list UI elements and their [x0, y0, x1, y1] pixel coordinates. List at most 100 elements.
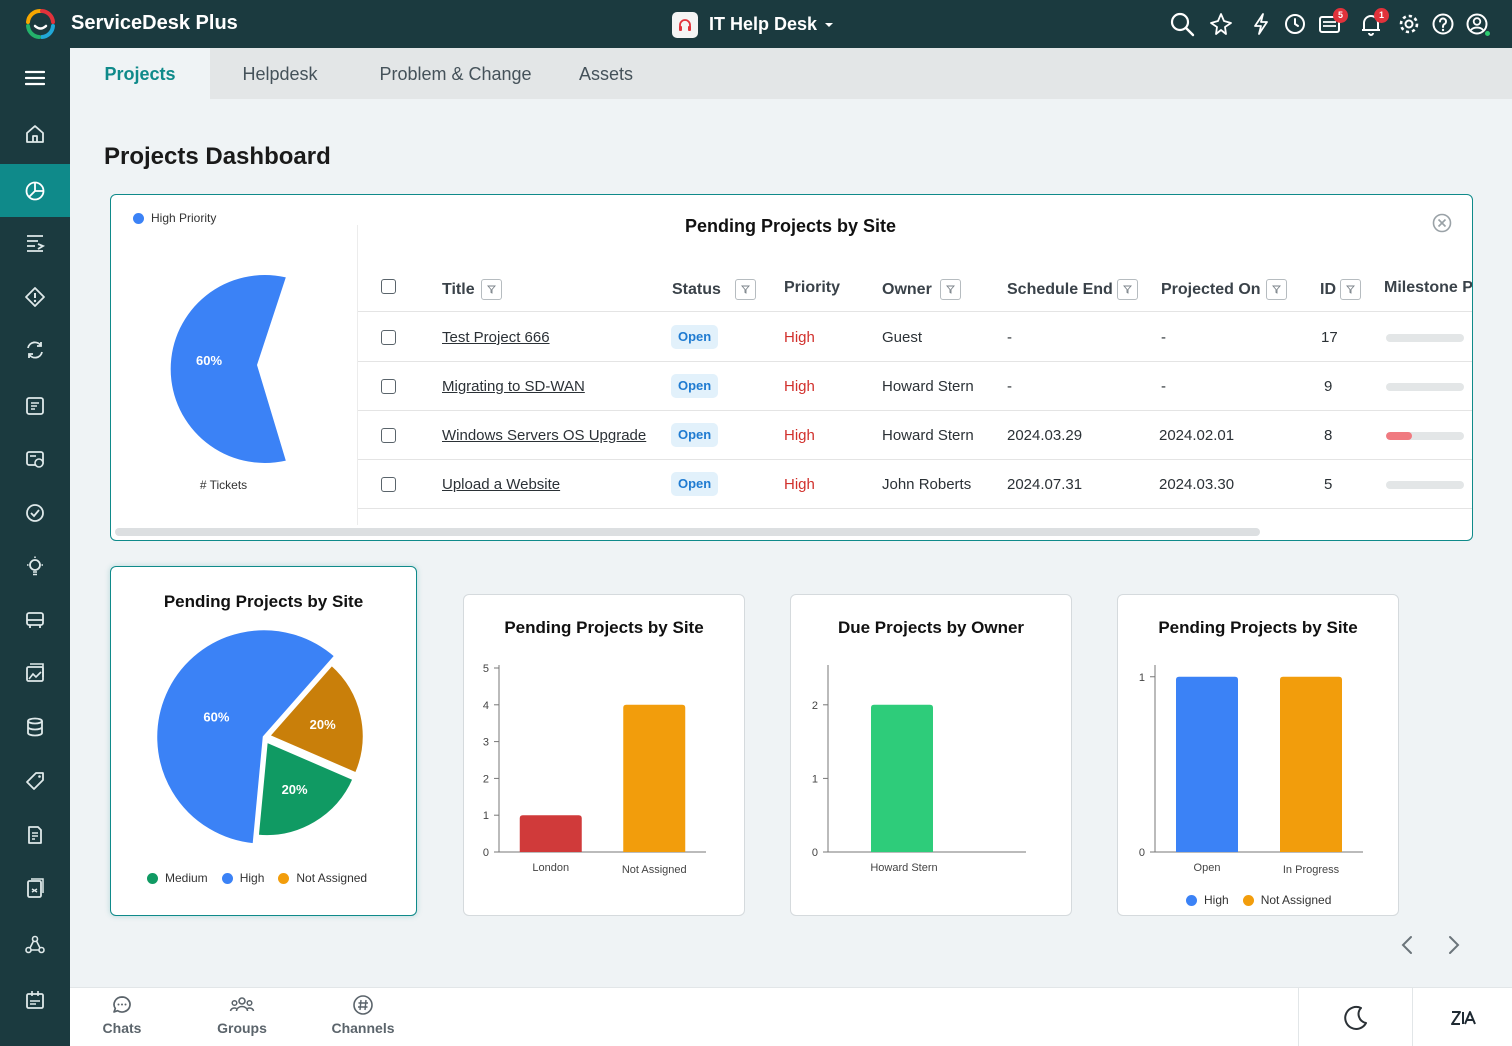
pie-slice-medium[interactable] [256, 739, 356, 838]
profile-icon[interactable] [1464, 11, 1491, 37]
legend-item-high[interactable]: High [221, 871, 264, 885]
bar-chart-widget-status[interactable]: Pending Projects by Site 0 1 Open In Progre… [1117, 594, 1399, 916]
history-icon[interactable] [1282, 11, 1308, 37]
x-tick-label: Open [1194, 862, 1221, 874]
legend-dot [147, 872, 158, 884]
chats-button[interactable]: Chats [77, 994, 167, 1036]
bar-howard-stern[interactable] [871, 704, 933, 852]
lightning-icon[interactable] [1248, 11, 1274, 37]
notifications-icon[interactable]: 1 [1358, 8, 1389, 37]
horizontal-scrollbar[interactable] [115, 528, 1260, 536]
project-title-link[interactable]: Upload a Website [442, 476, 561, 493]
row-checkbox[interactable] [381, 330, 396, 345]
search-icon[interactable] [1169, 11, 1195, 37]
column-title[interactable]: Title [442, 279, 502, 300]
reports-icon[interactable] [0, 861, 70, 914]
pie-chart-widget[interactable]: Pending Projects by Site 20% 20% 60% Mediu… [110, 566, 417, 916]
project-title-link[interactable]: Test Project 666 [442, 329, 550, 346]
tab-projects[interactable]: Projects [70, 48, 210, 99]
bar-chart-widget-site[interactable]: Pending Projects by Site 0 1 2 3 4 5 London Not… [463, 594, 745, 916]
project-title-link[interactable]: Windows Servers OS Upgrade [442, 427, 647, 444]
pie-slice-high[interactable] [154, 627, 338, 846]
column-milestone[interactable]: Milestone P [1384, 279, 1473, 296]
filter-icon[interactable] [1116, 279, 1138, 300]
bar-in-progress[interactable] [1280, 676, 1342, 852]
filter-icon[interactable] [734, 279, 756, 300]
cmdb-icon[interactable] [0, 646, 70, 699]
solutions-icon[interactable] [0, 539, 70, 592]
column-status[interactable]: Status [672, 279, 756, 300]
channels-label: Channels [331, 1020, 395, 1036]
tab-problem-change[interactable]: Problem & Change [379, 64, 532, 84]
row-checkbox[interactable] [381, 428, 396, 443]
table-row[interactable]: Migrating to SD-WAN Open High Howard Ste… [358, 362, 1472, 411]
id-value: 5 [1324, 476, 1333, 493]
database-icon[interactable] [0, 700, 70, 753]
help-icon[interactable] [1430, 11, 1456, 37]
table-row[interactable]: Upload a Website Open High John Roberts … [358, 460, 1472, 509]
channels-button[interactable]: Channels [318, 994, 408, 1036]
project-title-link[interactable]: Migrating to SD-WAN [442, 378, 585, 395]
filter-icon[interactable] [939, 279, 961, 300]
bar-open[interactable] [1176, 676, 1238, 852]
filter-icon[interactable] [480, 279, 502, 300]
bar-london[interactable] [519, 815, 582, 852]
desk-switcher[interactable]: IT Help Desk [672, 11, 834, 38]
widget-title: Due Projects by Owner [837, 618, 1025, 637]
bar-chart: 0 1 2 Howard Stern [812, 665, 1026, 874]
close-icon[interactable] [1431, 212, 1453, 234]
legend-item-high[interactable]: High [1186, 893, 1229, 907]
legend-dot [1242, 894, 1254, 906]
previous-page-button[interactable] [1397, 933, 1417, 957]
timesheet-icon[interactable] [0, 973, 70, 1026]
legend-dot [133, 212, 144, 224]
page-title: Projects Dashboard [104, 143, 331, 170]
column-schedule-end[interactable]: Schedule End [1007, 279, 1138, 300]
bar-chart-widget-owner[interactable]: Due Projects by Owner 0 1 2 Howard Stern [790, 594, 1072, 916]
row-checkbox[interactable] [381, 477, 396, 492]
changes-icon[interactable] [0, 323, 70, 376]
dashboard-icon[interactable] [0, 164, 70, 217]
zia-icon[interactable] [1413, 988, 1512, 1046]
column-priority[interactable]: Priority [784, 279, 841, 296]
table-row[interactable]: Windows Servers OS Upgrade Open High How… [358, 411, 1472, 460]
legend-item-not-assigned[interactable]: Not Assigned [1242, 893, 1331, 907]
dark-mode-icon[interactable] [1299, 988, 1412, 1046]
contracts-icon[interactable] [0, 808, 70, 861]
magic-icon[interactable] [1208, 11, 1234, 37]
pie-slice-label: 20% [282, 782, 308, 797]
filter-icon[interactable] [1265, 279, 1287, 300]
row-checkbox[interactable] [381, 379, 396, 394]
admin-icon[interactable] [0, 918, 70, 971]
tab-helpdesk[interactable]: Helpdesk [242, 64, 318, 84]
notifications-badge: 1 [1374, 8, 1389, 23]
problems-icon[interactable] [0, 270, 70, 323]
legend-item-medium[interactable]: Medium [147, 871, 208, 885]
column-owner[interactable]: Owner [882, 279, 961, 300]
app-logo[interactable] [24, 8, 57, 41]
tab-assets[interactable]: Assets [578, 64, 634, 84]
home-icon[interactable] [0, 107, 70, 160]
releases-icon[interactable] [0, 432, 70, 485]
announcements-icon[interactable]: 5 [1317, 8, 1348, 37]
next-page-button[interactable] [1444, 933, 1464, 957]
settings-icon[interactable] [1396, 11, 1422, 37]
purchase-icon[interactable] [0, 754, 70, 807]
bar-not-assigned[interactable] [623, 704, 686, 852]
maintenance-icon[interactable] [0, 486, 70, 539]
select-all-checkbox[interactable] [381, 279, 396, 294]
menu-icon[interactable] [0, 51, 70, 104]
legend-item-not-assigned[interactable]: Not Assigned [278, 871, 367, 885]
column-projected-on[interactable]: Projected On [1161, 279, 1287, 300]
pie-slice-not-assigned[interactable] [266, 662, 366, 776]
assets-icon[interactable] [0, 593, 70, 646]
groups-button[interactable]: Groups [197, 994, 287, 1036]
column-id[interactable]: ID [1320, 279, 1361, 300]
projects-icon[interactable] [0, 379, 70, 432]
requests-icon[interactable] [0, 216, 70, 269]
y-tick-label: 2 [483, 773, 489, 785]
filter-icon[interactable] [1340, 279, 1361, 300]
table-row[interactable]: Test Project 666 Open High Guest - - 17 [358, 313, 1472, 362]
schedule-end-value: - [1007, 329, 1012, 346]
y-tick-label: 1 [812, 773, 818, 785]
